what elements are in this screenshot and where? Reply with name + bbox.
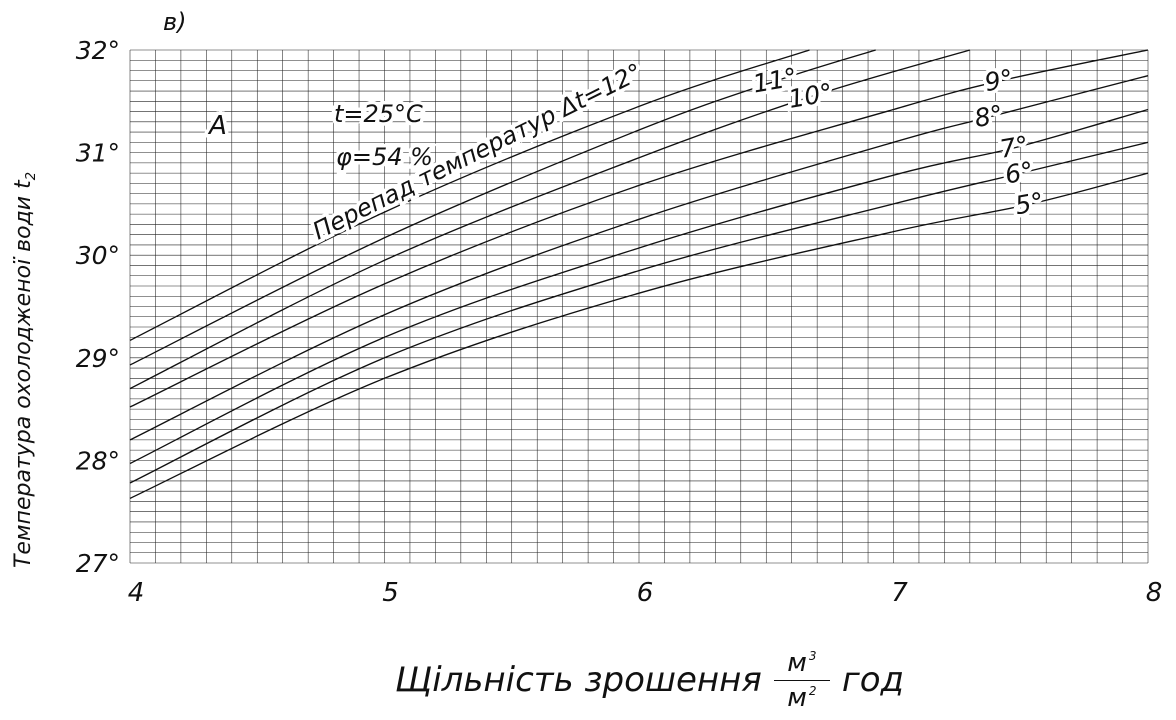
- curve-6°: [129, 141, 1149, 484]
- humidity-annotation: φ=54 %: [336, 143, 433, 171]
- curve-5°: [129, 172, 1149, 500]
- curve-8°: [129, 75, 1149, 441]
- curves: [129, 49, 1149, 500]
- y-tick-label: 29°: [76, 344, 120, 373]
- y-axis-title-subscript: 2: [24, 172, 39, 180]
- x-axis-unit-suffix: год: [841, 660, 905, 700]
- x-tick-label: 4: [128, 578, 145, 608]
- unit-denominator: м: [787, 682, 807, 713]
- y-tick-label: 27°: [76, 549, 120, 578]
- x-tick-label: 6: [637, 578, 654, 608]
- region-label: A: [207, 111, 227, 141]
- y-tick-label: 32°: [76, 36, 120, 65]
- series-label-5°: 5°: [1013, 187, 1046, 220]
- x-tick-label: 8: [1146, 578, 1163, 608]
- grid: [129, 49, 1149, 564]
- y-axis-title: Температура охолодженої води t2: [11, 172, 39, 568]
- series-label-9°: 9°: [982, 64, 1015, 97]
- curve-7°: [129, 108, 1149, 465]
- y-tick-label: 28°: [76, 446, 120, 475]
- x-axis-title-main: Щільність зрошення: [395, 660, 762, 700]
- x-tick-label: 7: [891, 578, 908, 608]
- unit-denominator-exp: 2: [808, 683, 817, 698]
- curve-12°: [129, 49, 810, 342]
- series-label-7°: 7°: [998, 130, 1031, 163]
- series-label-8°: 8°: [972, 100, 1005, 133]
- curve-10°: [129, 49, 970, 390]
- curve-11°: [129, 49, 876, 366]
- x-tick-label: 5: [382, 578, 399, 608]
- unit-numerator-exp: 3: [808, 648, 817, 663]
- curve-9°: [129, 49, 1149, 408]
- y-tick-label: 31°: [76, 139, 120, 168]
- panel-label: в): [163, 8, 187, 36]
- y-tick-label: 30°: [76, 241, 120, 270]
- fraction-bar: [773, 679, 830, 681]
- temperature-annotation: t=25°C: [334, 100, 423, 128]
- unit-numerator: м: [787, 647, 807, 678]
